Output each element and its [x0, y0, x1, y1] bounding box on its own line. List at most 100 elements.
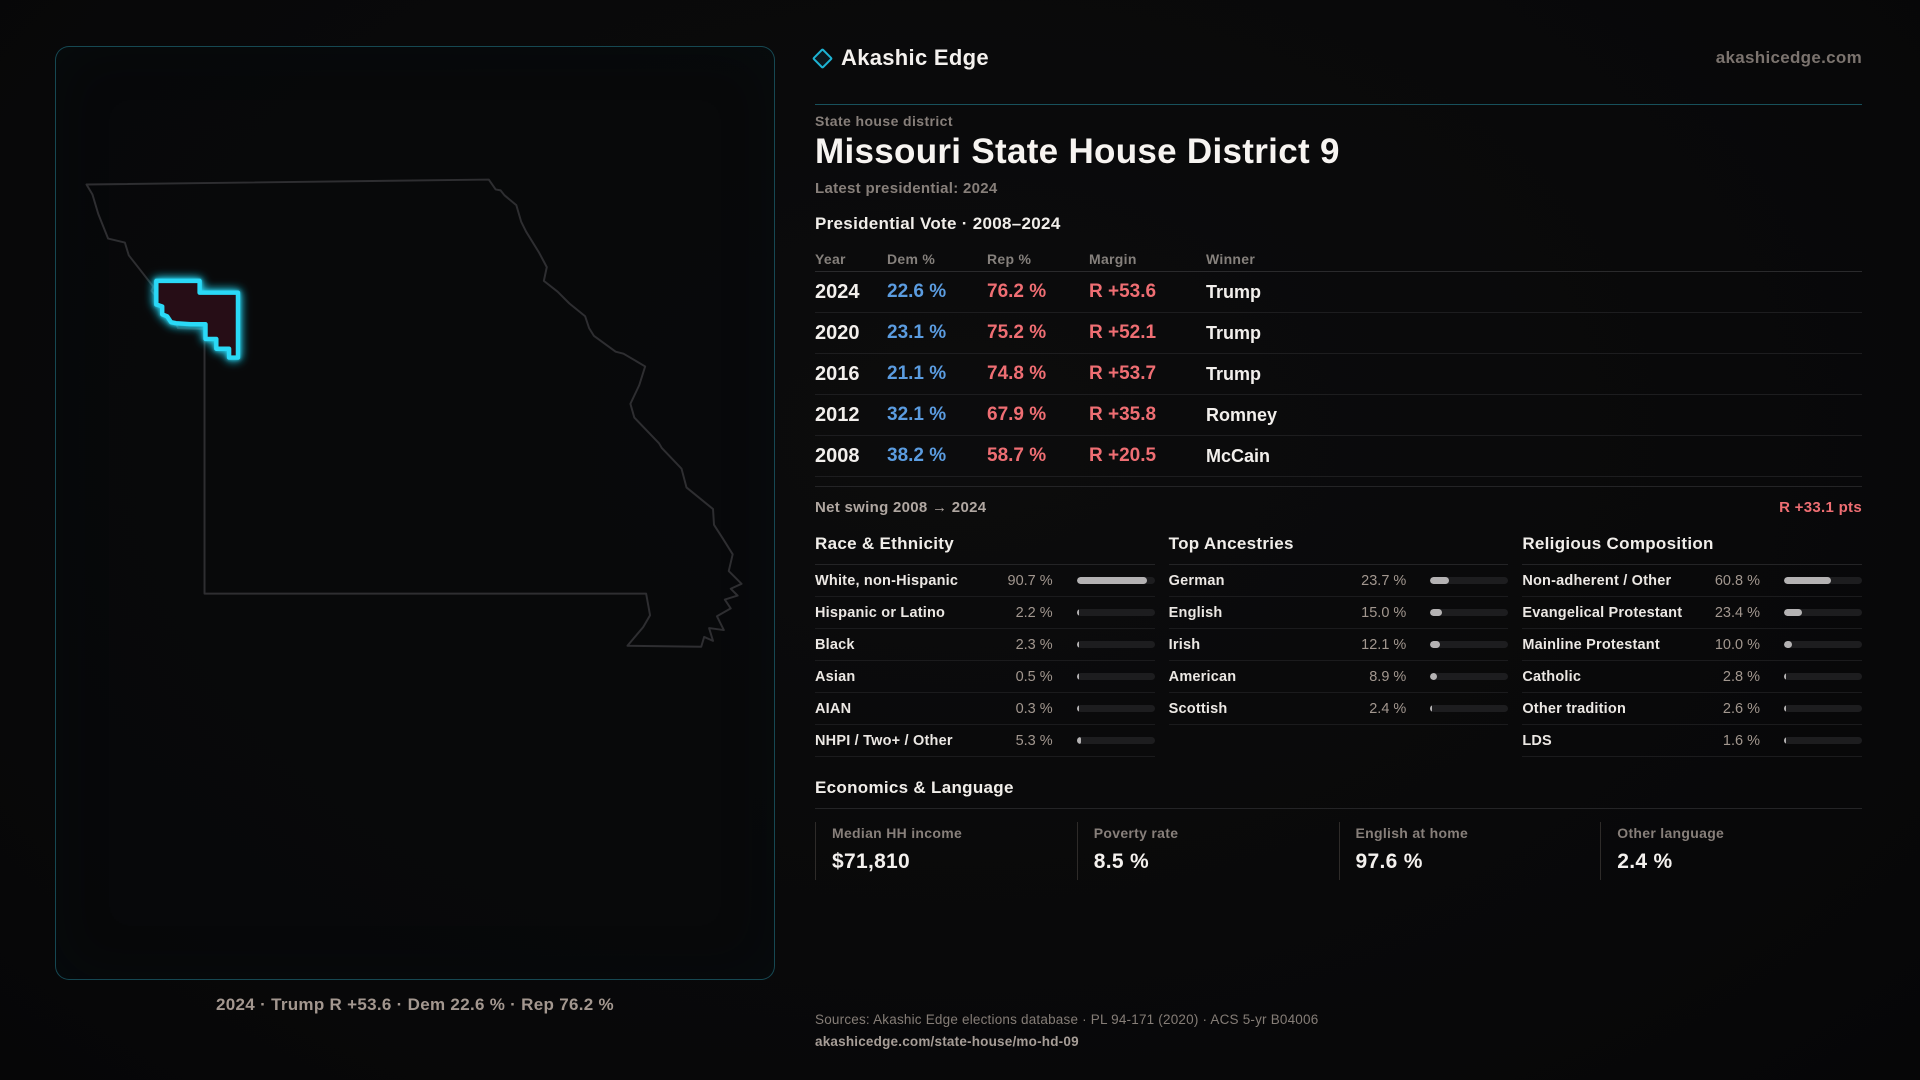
list-item: Other tradition 2.6 % [1522, 693, 1862, 725]
margin-cell: R +35.8 [1089, 404, 1157, 425]
district-shape[interactable] [154, 278, 241, 360]
stat-value: 97.6 % [1355, 850, 1423, 873]
diamond-logo-icon [811, 47, 834, 69]
section-top-ancestries: Top Ancestries German 23.7 % English 15.… [1168, 534, 1509, 757]
list-item: Hispanic or Latino 2.2 % [815, 597, 1155, 629]
section-race-ethnicity: Race & Ethnicity White, non-Hispanic 90.… [815, 534, 1155, 757]
stat-label: English at home [1355, 825, 1469, 841]
dem-cell: 22.6 % [887, 281, 947, 302]
item-label: Mainline Protestant [1522, 636, 1660, 653]
section-title: Top Ancestries [1168, 534, 1509, 565]
item-value: 0.5 % [1015, 668, 1053, 685]
vote-table-heading: Presidential Vote · 2008–2024 [815, 214, 1061, 233]
item-value: 1.6 % [1722, 732, 1760, 749]
list-item: Mainline Protestant 10.0 % [1522, 629, 1862, 661]
year-cell: 2020 [815, 321, 860, 344]
col-header-margin: Margin [1089, 250, 1137, 267]
year-cell: 2008 [815, 444, 860, 467]
kicker: State house district [815, 113, 953, 129]
item-value: 90.7 % [1007, 572, 1053, 589]
winner-cell: Trump [1206, 322, 1262, 343]
winner-cell: McCain [1206, 445, 1271, 466]
rep-cell: 58.7 % [987, 445, 1047, 466]
item-value: 10.0 % [1714, 636, 1760, 653]
item-bar [1430, 673, 1509, 680]
item-label: Scottish [1168, 700, 1228, 717]
table-row: 2012 32.1 % 67.9 % R +35.8 Romney [815, 395, 1862, 436]
table-row: 2008 38.2 % 58.7 % R +20.5 McCain [815, 436, 1862, 477]
permalink[interactable]: akashicedge.com/state-house/mo-hd-09 [815, 1034, 1079, 1049]
list-item: American 8.9 % [1168, 661, 1509, 693]
list-item: LDS 1.6 % [1522, 725, 1862, 757]
item-bar [1783, 609, 1862, 616]
map-panel [55, 46, 775, 980]
list-item: NHPI / Two+ / Other 5.3 % [815, 725, 1155, 757]
dem-cell: 21.1 % [887, 363, 947, 384]
winner-cell: Trump [1206, 363, 1262, 384]
margin-cell: R +53.6 [1089, 281, 1157, 302]
item-label: Catholic [1522, 668, 1582, 685]
item-bar [1783, 673, 1862, 680]
item-bar [1430, 705, 1509, 712]
item-bar [1430, 609, 1509, 616]
item-bar [1076, 641, 1155, 648]
year-cell: 2024 [815, 280, 860, 303]
dem-cell: 32.1 % [887, 404, 947, 425]
item-bar [1783, 705, 1862, 712]
item-value: 2.4 % [1369, 700, 1407, 717]
net-swing-value: R +33.1 pts [1779, 499, 1862, 516]
list-item: AIAN 0.3 % [815, 693, 1155, 725]
missouri-outline [85, 178, 743, 648]
section-religious-composition: Religious Composition Non-adherent / Oth… [1522, 534, 1862, 757]
stat-english-at-home: English at home 97.6 % [1338, 822, 1601, 880]
list-item: White, non-Hispanic 90.7 % [815, 565, 1155, 597]
item-bar [1076, 737, 1155, 744]
item-bar [1783, 737, 1862, 744]
item-bar [1430, 641, 1509, 648]
item-value: 0.3 % [1015, 700, 1053, 717]
item-bar [1076, 609, 1155, 616]
stat-other-language: Other language 2.4 % [1600, 822, 1862, 880]
item-value: 23.7 % [1361, 572, 1407, 589]
rep-cell: 67.9 % [987, 404, 1047, 425]
item-label: English [1168, 604, 1223, 621]
item-label: White, non-Hispanic [815, 572, 959, 589]
rep-cell: 75.2 % [987, 322, 1047, 343]
item-bar [1076, 577, 1155, 584]
dem-cell: 38.2 % [887, 445, 947, 466]
brand: Akashic Edge [811, 45, 1716, 71]
rep-cell: 76.2 % [987, 281, 1047, 302]
item-label: LDS [1522, 732, 1552, 749]
economics-heading: Economics & Language [815, 778, 1862, 809]
table-row: 2020 23.1 % 75.2 % R +52.1 Trump [815, 313, 1862, 354]
item-value: 60.8 % [1714, 572, 1760, 589]
item-label: Non-adherent / Other [1522, 572, 1672, 589]
net-swing-row: Net swing 2008 → 2024 R +33.1 pts [815, 486, 1862, 516]
list-item: German 23.7 % [1168, 565, 1509, 597]
item-value: 5.3 % [1015, 732, 1053, 749]
net-swing-label: Net swing 2008 → 2024 [815, 499, 987, 516]
col-header-dem: Dem % [887, 250, 936, 267]
page-title: Missouri State House District 9 [815, 132, 1340, 171]
item-value: 15.0 % [1361, 604, 1407, 621]
sources-line: Sources: Akashic Edge elections database… [815, 1012, 1319, 1027]
stat-value: 8.5 % [1093, 850, 1149, 873]
year-cell: 2012 [815, 403, 860, 426]
list-item: Scottish 2.4 % [1168, 693, 1509, 725]
item-value: 12.1 % [1361, 636, 1407, 653]
economics-stats: Median HH income $71,810 Poverty rate 8.… [815, 822, 1862, 880]
stat-value: $71,810 [832, 850, 911, 873]
table-header-row: Year Dem % Rep % Margin Winner [815, 246, 1862, 272]
margin-cell: R +52.1 [1089, 322, 1157, 343]
col-header-year: Year [815, 250, 846, 267]
brand-domain-link[interactable]: akashicedge.com [1715, 48, 1862, 67]
item-label: Black [815, 636, 855, 653]
list-item: English 15.0 % [1168, 597, 1509, 629]
presidential-vote-table: Year Dem % Rep % Margin Winner 2024 22.6… [815, 246, 1862, 477]
latest-presidential-label: Latest presidential: 2024 [815, 180, 998, 197]
footer: Sources: Akashic Edge elections database… [815, 1012, 1862, 1049]
brand-row: Akashic Edge akashicedge.com [811, 40, 1862, 76]
header-divider [815, 104, 1862, 105]
table-row: 2024 22.6 % 76.2 % R +53.6 Trump [815, 272, 1862, 313]
item-bar [1783, 641, 1862, 648]
